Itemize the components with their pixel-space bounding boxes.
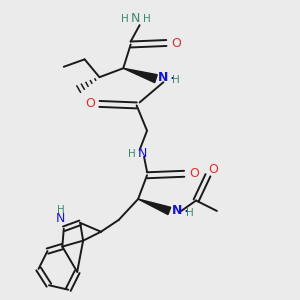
Text: ·: · [184,205,189,220]
Text: O: O [208,163,218,176]
Polygon shape [138,199,171,214]
Text: O: O [171,37,181,50]
Text: O: O [85,98,95,110]
Text: H: H [143,14,151,24]
Text: N: N [56,212,65,225]
Text: ·: · [170,72,175,87]
Text: H: H [186,208,194,218]
Text: N: N [172,203,182,217]
Text: O: O [189,167,199,180]
Polygon shape [123,68,157,83]
Text: H: H [128,149,136,159]
Text: H: H [172,75,180,85]
Text: N: N [158,71,169,84]
Text: H: H [57,205,65,215]
Text: H: H [122,14,129,24]
Text: N: N [130,12,140,25]
Text: N: N [137,147,147,161]
